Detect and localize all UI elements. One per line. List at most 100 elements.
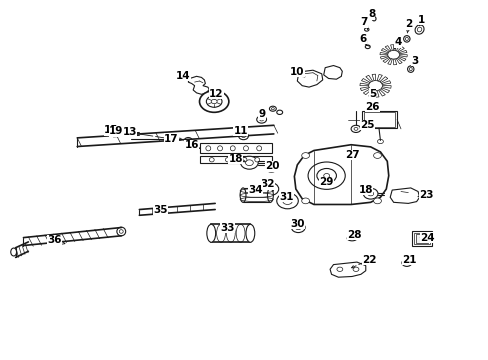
Ellipse shape [269, 169, 273, 171]
Circle shape [238, 132, 248, 140]
Text: 36: 36 [47, 235, 62, 246]
Polygon shape [294, 145, 388, 204]
Text: 19: 19 [109, 126, 123, 136]
Ellipse shape [349, 237, 353, 239]
Text: 20: 20 [265, 161, 280, 171]
Polygon shape [378, 90, 385, 96]
Text: 12: 12 [208, 89, 223, 99]
Ellipse shape [373, 18, 374, 20]
Ellipse shape [225, 158, 230, 162]
Polygon shape [363, 89, 370, 95]
Circle shape [211, 99, 217, 104]
Circle shape [353, 127, 357, 130]
Circle shape [401, 259, 411, 266]
Text: 21: 21 [402, 255, 416, 265]
Polygon shape [297, 70, 322, 87]
Circle shape [206, 96, 222, 107]
Text: 17: 17 [163, 134, 178, 144]
Circle shape [373, 198, 381, 204]
Text: 29: 29 [319, 177, 333, 187]
Ellipse shape [243, 146, 248, 151]
Circle shape [295, 225, 301, 230]
Ellipse shape [271, 108, 274, 110]
Circle shape [199, 91, 228, 112]
Text: 24: 24 [420, 233, 434, 243]
Text: 5: 5 [368, 89, 375, 99]
Circle shape [291, 222, 305, 233]
Ellipse shape [119, 230, 123, 233]
Ellipse shape [346, 236, 356, 241]
Text: 31: 31 [278, 192, 293, 202]
Polygon shape [379, 53, 387, 55]
Text: 1: 1 [417, 15, 424, 25]
Circle shape [368, 81, 382, 91]
Text: 28: 28 [346, 230, 361, 240]
Circle shape [350, 125, 360, 132]
Text: 18: 18 [228, 154, 243, 164]
Polygon shape [382, 58, 389, 63]
Polygon shape [387, 59, 391, 64]
Circle shape [352, 267, 358, 271]
Text: 6: 6 [359, 34, 366, 44]
Text: 16: 16 [184, 140, 199, 150]
Polygon shape [368, 90, 373, 97]
Ellipse shape [364, 28, 368, 31]
Ellipse shape [408, 68, 411, 71]
Circle shape [240, 156, 258, 169]
Ellipse shape [416, 27, 421, 32]
Bar [243, 188, 270, 202]
Ellipse shape [414, 25, 423, 34]
Bar [199, 156, 271, 163]
Polygon shape [371, 74, 375, 81]
Text: 23: 23 [418, 190, 433, 200]
Circle shape [276, 193, 298, 209]
Polygon shape [390, 45, 393, 50]
Circle shape [186, 139, 189, 141]
Polygon shape [397, 47, 404, 52]
Ellipse shape [230, 146, 235, 151]
Text: 18: 18 [358, 185, 372, 195]
Text: 10: 10 [289, 67, 304, 77]
Polygon shape [380, 56, 387, 59]
Circle shape [316, 168, 336, 183]
Polygon shape [360, 87, 368, 91]
Ellipse shape [405, 37, 407, 40]
Ellipse shape [267, 188, 273, 202]
Ellipse shape [209, 158, 214, 162]
Text: 7: 7 [360, 17, 367, 27]
Bar [415, 234, 427, 243]
Circle shape [301, 153, 309, 158]
Polygon shape [395, 58, 401, 64]
Polygon shape [394, 45, 399, 51]
Polygon shape [380, 88, 389, 93]
Circle shape [265, 186, 273, 192]
Polygon shape [381, 81, 390, 85]
Ellipse shape [242, 158, 246, 162]
Text: 30: 30 [289, 219, 304, 229]
Ellipse shape [217, 146, 222, 151]
Circle shape [363, 188, 377, 199]
Ellipse shape [11, 248, 17, 256]
Polygon shape [389, 188, 419, 203]
Ellipse shape [254, 158, 259, 162]
Text: 27: 27 [344, 150, 359, 160]
Ellipse shape [206, 224, 215, 242]
Circle shape [301, 198, 309, 204]
Polygon shape [398, 57, 405, 61]
Circle shape [259, 118, 263, 121]
Polygon shape [188, 76, 209, 94]
Circle shape [261, 183, 278, 195]
Polygon shape [381, 49, 388, 53]
Ellipse shape [245, 224, 254, 242]
Text: 13: 13 [122, 127, 137, 138]
Ellipse shape [117, 227, 125, 236]
Text: 32: 32 [260, 179, 275, 189]
Text: 26: 26 [365, 102, 379, 112]
Ellipse shape [407, 66, 413, 72]
Ellipse shape [276, 110, 282, 114]
Circle shape [256, 116, 266, 123]
Ellipse shape [371, 17, 375, 21]
Ellipse shape [256, 146, 261, 151]
Text: 11: 11 [233, 126, 247, 136]
Ellipse shape [365, 45, 369, 49]
